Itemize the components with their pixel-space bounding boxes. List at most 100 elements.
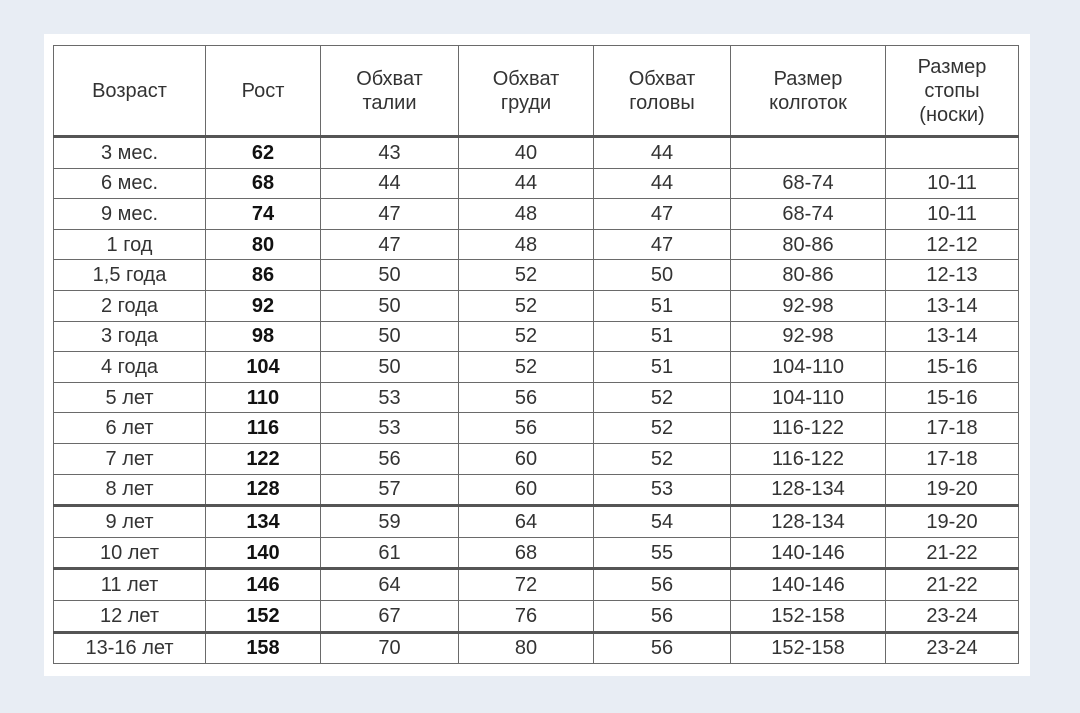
cell-age: 1 год (53, 228, 206, 261)
table-row: 11 лет 146 64 72 56 140-146 21-22 (53, 567, 1019, 601)
cell-head: 56 (593, 630, 731, 665)
cell-foot-size: 12-13 (885, 259, 1019, 291)
table-row: 9 лет 134 59 64 54 128-134 19-20 (53, 504, 1019, 538)
cell-chest: 64 (458, 504, 594, 538)
header-text: колготок (769, 91, 847, 114)
table-row: 1 год 80 47 48 47 80-86 12-12 (53, 228, 1019, 261)
size-chart-table: Возраст Рост Обхват талии Обхват груди Обхват г… (53, 45, 1019, 665)
table-row: 2 года 92 50 52 51 92-98 13-14 (53, 289, 1019, 322)
cell-waist: 53 (320, 381, 459, 414)
cell-waist: 47 (320, 198, 459, 230)
cell-head: 52 (593, 381, 731, 414)
table-row: 6 мес. 68 44 44 44 68-74 10-11 (53, 167, 1019, 200)
cell-head: 50 (593, 259, 731, 291)
cell-foot-size: 19-20 (885, 473, 1019, 507)
column-header-tights-size: Размер колготок (730, 45, 886, 137)
cell-age: 1,5 года (53, 259, 206, 291)
cell-waist: 50 (320, 259, 459, 291)
cell-foot-size: 15-16 (885, 381, 1019, 414)
column-header-height: Рост (205, 45, 321, 137)
table-row: 5 лет 110 53 56 52 104-110 15-16 (53, 381, 1019, 414)
cell-head: 51 (593, 351, 731, 383)
cell-chest: 52 (458, 289, 594, 322)
cell-tights-size: 104-110 (730, 351, 886, 383)
cell-age: 3 года (53, 320, 206, 353)
cell-waist: 64 (320, 567, 459, 601)
cell-height: 158 (205, 630, 321, 665)
table-row: 8 лет 128 57 60 53 128-134 19-20 (53, 473, 1019, 507)
cell-foot-size: 13-14 (885, 289, 1019, 322)
header-row: Возраст Рост Обхват талии Обхват груди Обхват г… (53, 45, 1019, 137)
cell-age: 3 мес. (53, 135, 206, 169)
cell-age: 6 мес. (53, 167, 206, 200)
cell-tights-size: 116-122 (730, 412, 886, 444)
cell-foot-size: 10-11 (885, 198, 1019, 230)
cell-chest: 60 (458, 442, 594, 475)
cell-foot-size: 10-11 (885, 167, 1019, 200)
table-row: 7 лет 122 56 60 52 116-122 17-18 (53, 442, 1019, 475)
cell-chest: 76 (458, 599, 594, 633)
cell-height: 134 (205, 504, 321, 538)
cell-head: 47 (593, 198, 731, 230)
cell-chest: 48 (458, 228, 594, 261)
cell-age: 5 лет (53, 381, 206, 414)
cell-height: 110 (205, 381, 321, 414)
table-row: 3 мес. 62 43 40 44 (53, 135, 1019, 169)
cell-height: 98 (205, 320, 321, 353)
cell-head: 44 (593, 167, 731, 200)
cell-chest: 60 (458, 473, 594, 507)
header-text: Размер (917, 55, 987, 78)
cell-age: 12 лет (53, 599, 206, 633)
cell-height: 146 (205, 567, 321, 601)
cell-head: 51 (593, 289, 731, 322)
header-text: (носки) (919, 103, 985, 126)
cell-chest: 48 (458, 198, 594, 230)
cell-height: 128 (205, 473, 321, 507)
cell-age: 10 лет (53, 536, 206, 570)
cell-height: 92 (205, 289, 321, 322)
cell-head: 52 (593, 412, 731, 444)
cell-height: 116 (205, 412, 321, 444)
cell-tights-size: 68-74 (730, 167, 886, 200)
cell-age: 2 года (53, 289, 206, 322)
cell-foot-size: 17-18 (885, 412, 1019, 444)
cell-waist: 67 (320, 599, 459, 633)
cell-tights-size: 152-158 (730, 599, 886, 633)
cell-height: 122 (205, 442, 321, 475)
cell-chest: 52 (458, 351, 594, 383)
cell-waist: 47 (320, 228, 459, 261)
cell-age: 7 лет (53, 442, 206, 475)
cell-head: 51 (593, 320, 731, 353)
cell-waist: 50 (320, 289, 459, 322)
cell-foot-size: 13-14 (885, 320, 1019, 353)
column-header-waist: Обхват талии (320, 45, 459, 137)
table-row: 3 года 98 50 52 51 92-98 13-14 (53, 320, 1019, 353)
table-row: 13-16 лет 158 70 80 56 152-158 23-24 (53, 630, 1019, 665)
cell-tights-size: 68-74 (730, 198, 886, 230)
header-text: Возраст (92, 79, 167, 102)
cell-head: 53 (593, 473, 731, 507)
cell-head: 52 (593, 442, 731, 475)
column-header-foot-size: Размер стопы (носки) (885, 45, 1019, 137)
table-row: 10 лет 140 61 68 55 140-146 21-22 (53, 536, 1019, 570)
cell-foot-size: 17-18 (885, 442, 1019, 475)
table-row: 6 лет 116 53 56 52 116-122 17-18 (53, 412, 1019, 444)
cell-waist: 53 (320, 412, 459, 444)
cell-waist: 50 (320, 351, 459, 383)
cell-age: 4 года (53, 351, 206, 383)
cell-age: 9 лет (53, 504, 206, 538)
cell-chest: 72 (458, 567, 594, 601)
cell-tights-size: 92-98 (730, 320, 886, 353)
cell-foot-size: 23-24 (885, 630, 1019, 665)
cell-head: 47 (593, 228, 731, 261)
cell-tights-size: 140-146 (730, 567, 886, 601)
cell-foot-size: 23-24 (885, 599, 1019, 633)
cell-foot-size: 21-22 (885, 536, 1019, 570)
cell-foot-size: 12-12 (885, 228, 1019, 261)
cell-foot-size (885, 135, 1019, 169)
cell-head: 56 (593, 599, 731, 633)
cell-height: 68 (205, 167, 321, 200)
header-text: головы (629, 91, 695, 114)
cell-tights-size: 80-86 (730, 259, 886, 291)
header-text: стопы (924, 79, 980, 102)
